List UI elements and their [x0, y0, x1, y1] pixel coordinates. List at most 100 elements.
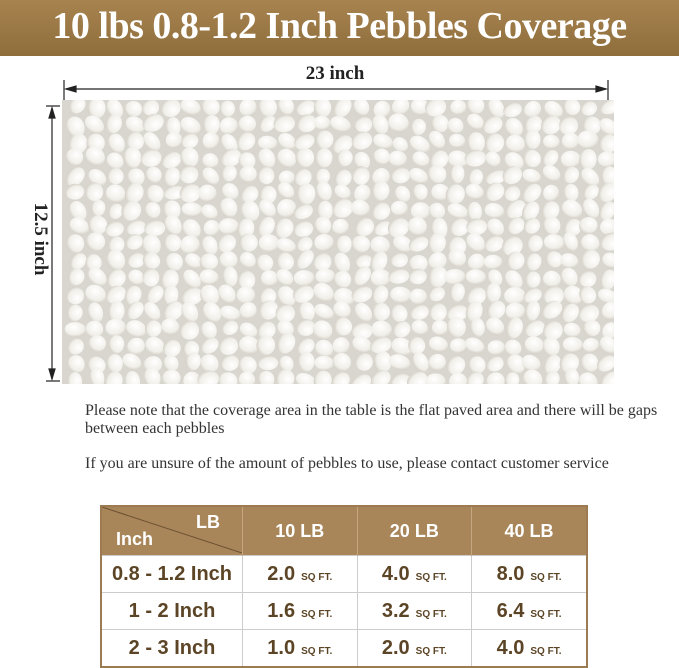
- pebble: [221, 133, 238, 154]
- pebble: [126, 131, 144, 150]
- pebble: [485, 151, 501, 168]
- pebble: [108, 133, 125, 154]
- pebble: [180, 116, 201, 136]
- pebble: [503, 102, 522, 118]
- pebble: [561, 132, 580, 150]
- pebble: [354, 116, 373, 133]
- pebble: [487, 300, 506, 320]
- pebble: [446, 316, 466, 338]
- pebble: [315, 130, 334, 149]
- pebble: [431, 183, 451, 202]
- pebble: [505, 302, 526, 320]
- pebble: [183, 269, 201, 289]
- pebble: [163, 301, 184, 321]
- pebble: [486, 317, 505, 336]
- pebble: [581, 234, 600, 253]
- pebble: [275, 369, 295, 384]
- pebble: [181, 133, 199, 149]
- pebble: [296, 372, 317, 384]
- pebble: [506, 251, 525, 270]
- pebble: [373, 220, 392, 236]
- pebble: [428, 266, 448, 288]
- pebble: [468, 169, 484, 186]
- pebble: [466, 100, 485, 115]
- pebble: [217, 234, 236, 253]
- pebble: [108, 300, 125, 323]
- pebble: [408, 236, 429, 252]
- pebble: [313, 282, 334, 303]
- pebble: [332, 353, 351, 372]
- height-label: 12.5 inch: [30, 202, 51, 276]
- pebble: [544, 371, 560, 384]
- pebble: [69, 217, 89, 235]
- pebble: [332, 135, 353, 154]
- pebble: [181, 301, 199, 323]
- pebble: [393, 235, 413, 254]
- pebble: [219, 100, 236, 117]
- pebble: [297, 351, 315, 372]
- pebble: [161, 318, 180, 336]
- pebble: [218, 372, 238, 384]
- pebble: [197, 370, 219, 384]
- pebble: [238, 115, 256, 133]
- pebble: [354, 302, 373, 323]
- pebble: [145, 185, 164, 203]
- pebble: [391, 373, 411, 384]
- pebble: [278, 100, 294, 116]
- pebble: [106, 249, 126, 271]
- pebble: [106, 184, 126, 204]
- pebble: [578, 304, 600, 323]
- pebble: [202, 153, 219, 169]
- pebble: [450, 218, 469, 236]
- pebble: [485, 169, 506, 185]
- pebble: [502, 166, 523, 185]
- pebble: [388, 150, 408, 168]
- pebble: [334, 169, 352, 187]
- pebble: [353, 100, 370, 116]
- pebble: [449, 133, 466, 149]
- pebble: [314, 355, 335, 371]
- pebble: [409, 167, 429, 185]
- pebble: [66, 304, 83, 321]
- pebble: [390, 304, 408, 322]
- pebble: [408, 268, 427, 285]
- pebble: [446, 304, 468, 322]
- value-cell: 4.0 SQ FT.: [471, 629, 587, 667]
- pebble: [334, 317, 353, 336]
- pebble: [314, 303, 334, 320]
- arrow-head-bottom: [48, 368, 56, 382]
- pebble: [583, 319, 601, 337]
- pebble: [179, 320, 200, 340]
- pebble: [352, 336, 372, 354]
- pebble: [484, 235, 504, 252]
- pebble: [371, 302, 390, 321]
- pebble: [200, 354, 219, 374]
- pebble: [410, 304, 429, 320]
- pebble: [408, 255, 428, 273]
- pebble: [293, 204, 313, 220]
- pebble: [179, 183, 201, 203]
- pebble: [293, 220, 314, 237]
- pebble: [238, 270, 256, 289]
- pebble: [523, 217, 541, 234]
- pebble: [221, 183, 239, 201]
- pebble: [407, 217, 427, 237]
- pebble: [580, 100, 598, 116]
- pebble: [541, 115, 562, 135]
- note-contact: If you are unsure of the amount of pebbl…: [85, 455, 609, 472]
- pebble: [522, 168, 541, 184]
- pebble: [544, 100, 563, 119]
- pebble: [351, 235, 371, 253]
- pebble: [222, 266, 238, 288]
- pebble: [182, 219, 201, 239]
- pebble: [315, 168, 330, 185]
- pebble: [256, 254, 274, 272]
- pebble: [144, 219, 166, 237]
- pebble: [483, 254, 503, 270]
- pebble: [257, 216, 275, 237]
- pebble: [202, 302, 222, 323]
- pebble: [370, 336, 392, 354]
- pebble: [261, 270, 278, 287]
- pebble: [257, 321, 276, 339]
- pebble: [199, 269, 219, 285]
